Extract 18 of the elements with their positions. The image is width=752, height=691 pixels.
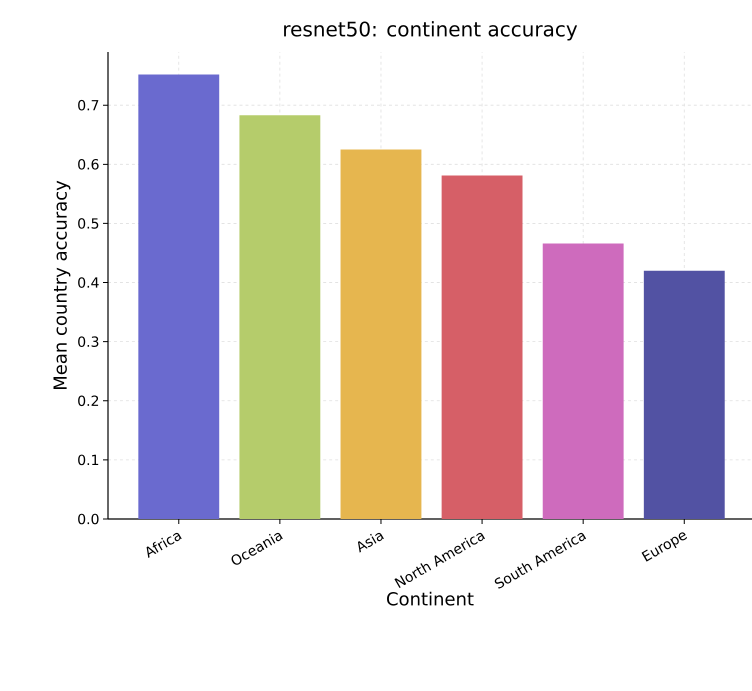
- bar: [239, 115, 320, 519]
- y-tick-label: 0.6: [78, 159, 99, 170]
- y-axis-title: Mean country accuracy: [54, 180, 70, 389]
- bar: [442, 176, 523, 519]
- y-tick-label: 0.1: [78, 454, 98, 466]
- y-tick-label: 0.4: [78, 277, 99, 288]
- y-tick-label: 0.5: [78, 218, 98, 229]
- y-tick-label: 0.0: [78, 514, 99, 524]
- y-tick-label: 0.3: [78, 336, 98, 347]
- bar: [644, 270, 725, 519]
- x-tick-label: Asia: [358, 532, 384, 553]
- y-tick-label: 0.7: [78, 100, 98, 110]
- bar: [340, 150, 422, 519]
- y-tick-label: 0.2: [78, 395, 98, 406]
- chart-title: resnet50: continent accuracy: [284, 21, 578, 40]
- x-axis-title: Continent: [387, 592, 474, 606]
- bar: [542, 244, 624, 519]
- bar: [138, 74, 220, 519]
